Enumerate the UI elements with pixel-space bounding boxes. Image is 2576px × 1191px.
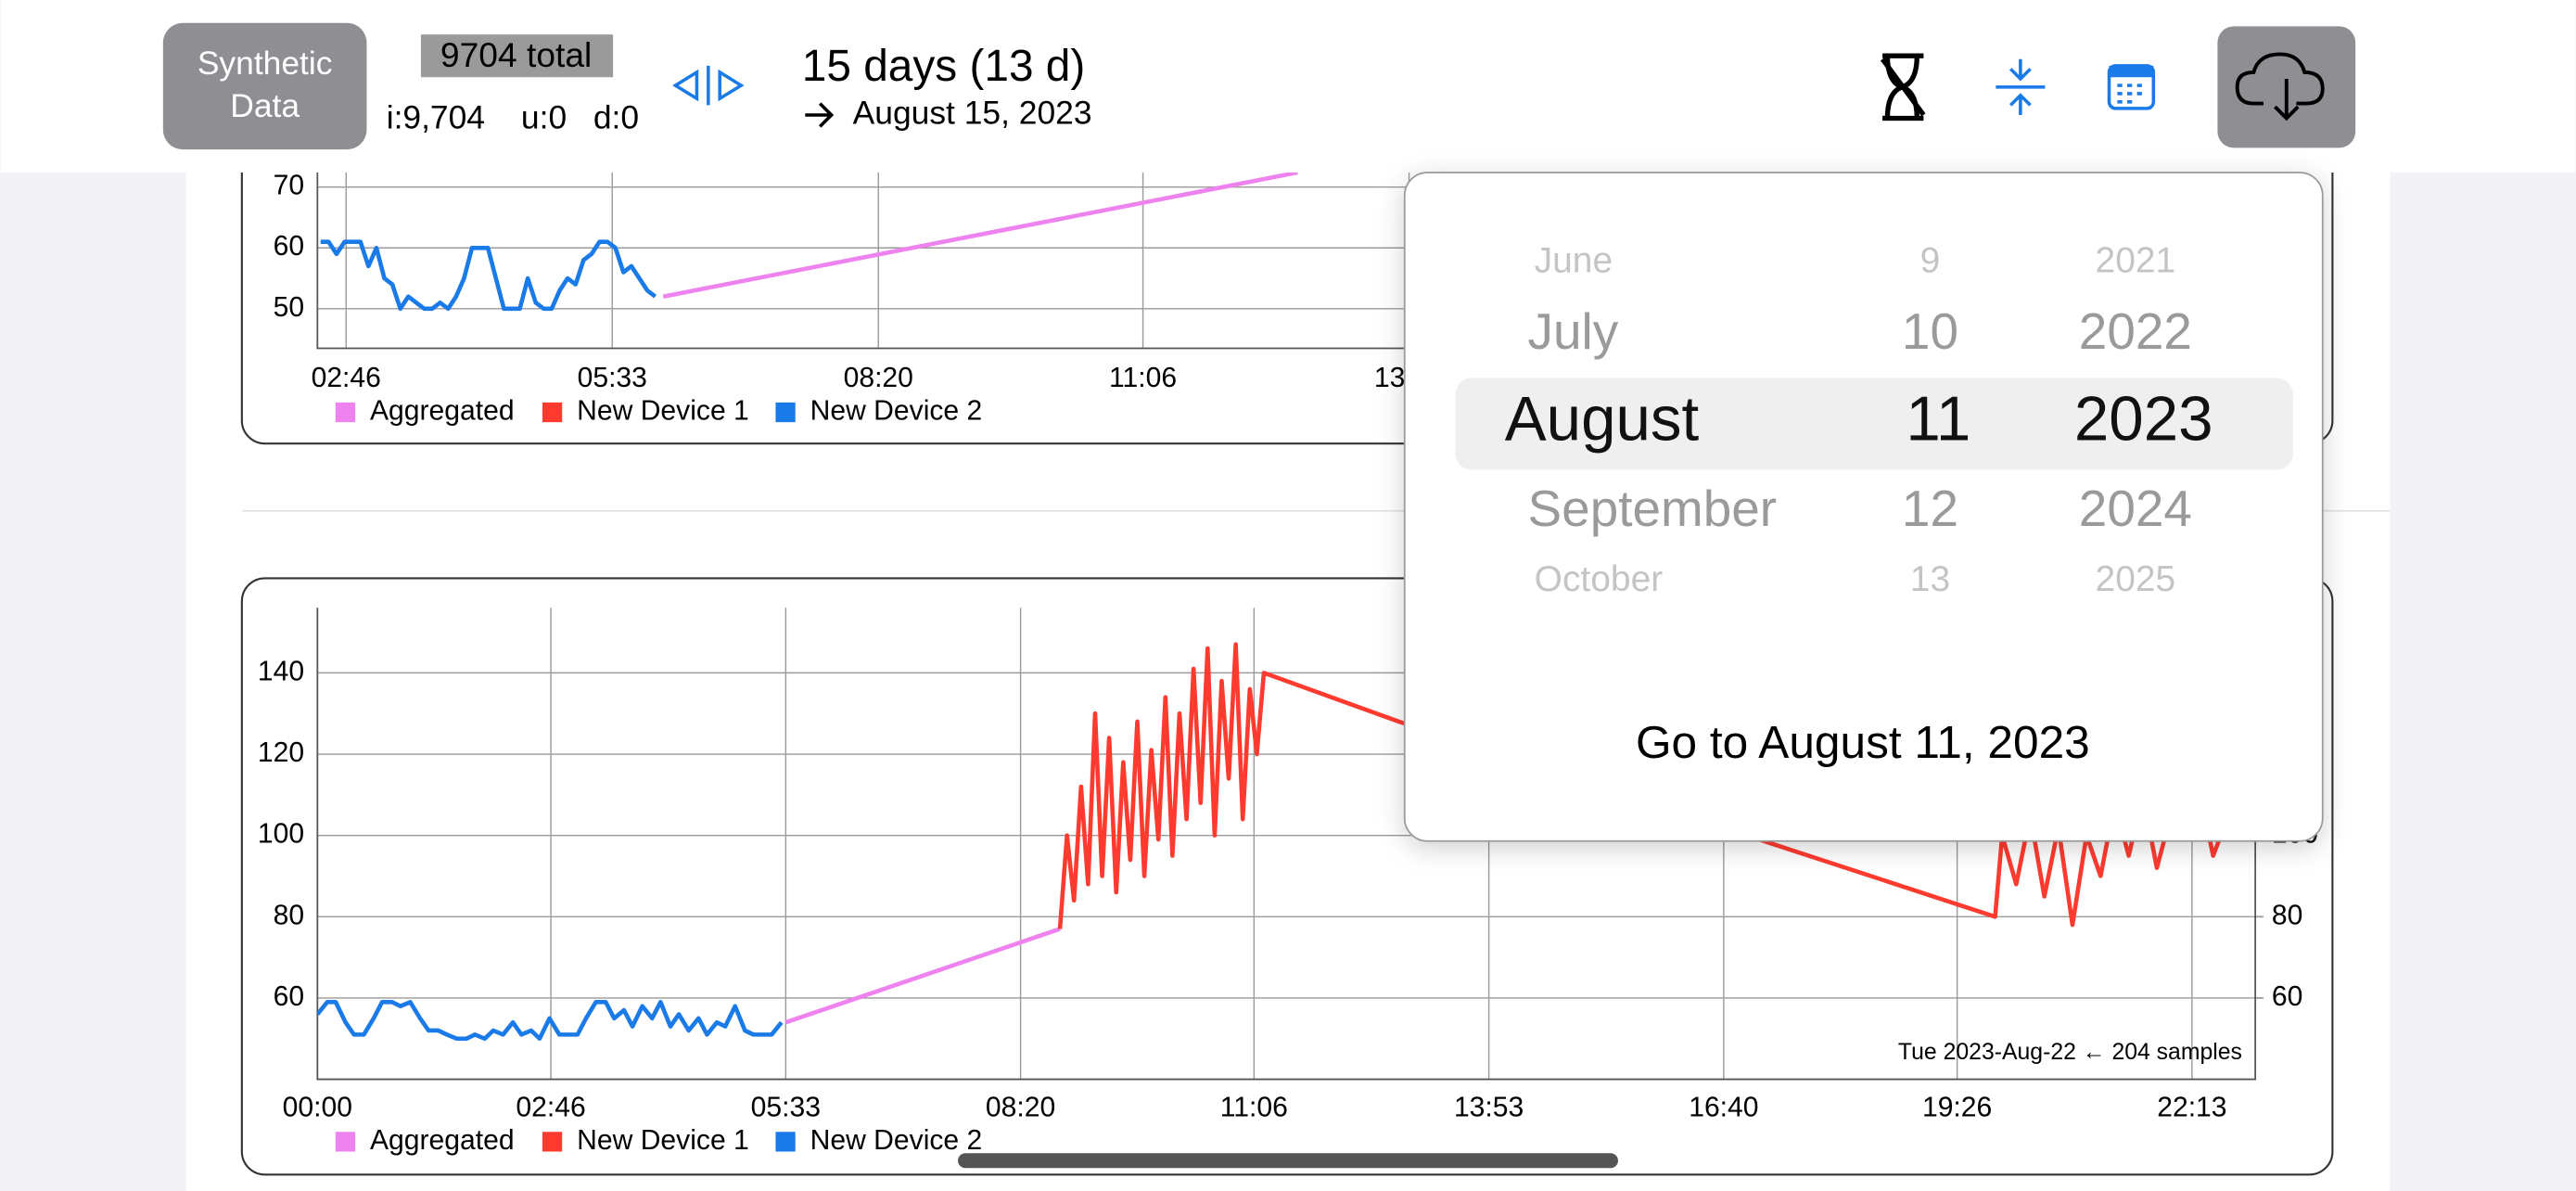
- total: 9704 total: [440, 35, 592, 74]
- legend-label: New Device 2: [810, 395, 983, 426]
- picker-item: 13: [1910, 559, 1950, 599]
- series-lines: [320, 172, 1298, 312]
- legend-swatch: [335, 402, 356, 423]
- x-tick-label: 13:53: [1454, 1092, 1524, 1122]
- x-tick-label: 08:20: [844, 363, 913, 393]
- go-to-button[interactable]: Go to August 11, 2023: [1636, 716, 2090, 768]
- series-line: [320, 239, 657, 312]
- arrow-icon: [805, 102, 835, 128]
- date-picker: June July August September October 9 10 11 12 13 2…: [1403, 172, 2324, 842]
- legend-label: New Device 1: [577, 395, 749, 426]
- picker-item: 2023: [2074, 385, 2213, 455]
- x-tick-label: 19:26: [1922, 1092, 1992, 1122]
- series-line: [784, 927, 1061, 1025]
- x-tick-label: 02:46: [312, 363, 381, 393]
- count: i:9,704: [387, 99, 485, 136]
- cloud-icon: [2235, 52, 2325, 122]
- picker-item: October: [1535, 559, 1664, 599]
- legend-label: Aggregated: [370, 1125, 515, 1156]
- hourglass-icon[interactable]: [1880, 53, 1926, 122]
- picker-selection: [1455, 378, 2293, 470]
- toolbar: Synthetic Data 9704 total i:9,704 u:0 d:…: [162, 22, 2356, 150]
- y-tick-label: 100: [258, 819, 304, 850]
- legend-swatch: [335, 1132, 356, 1152]
- picker-item: 9: [1920, 241, 1941, 281]
- series-line: [317, 1000, 784, 1042]
- split-icon[interactable]: [672, 65, 745, 106]
- y-tick-label: 70: [274, 171, 304, 201]
- y-tick-label: 60: [274, 981, 304, 1012]
- axis-line: [316, 608, 2257, 1081]
- picker-item: September: [1528, 480, 1778, 537]
- y-tick-label: 60: [274, 231, 304, 262]
- count: d:0: [593, 99, 639, 136]
- x-tick-label: 16:40: [1689, 1092, 1758, 1122]
- picker-item: June: [1535, 241, 1613, 281]
- picker-item: July: [1528, 302, 1619, 360]
- x-tick-label: 11:06: [1109, 363, 1177, 393]
- series-line: [662, 172, 1298, 299]
- button-label: Synthetic: [198, 45, 333, 82]
- x-tick-label: 05:33: [578, 363, 647, 393]
- scrollbar: [958, 1153, 1618, 1169]
- picker-item: 2021: [2096, 241, 2176, 281]
- picker-item: 2022: [2079, 302, 2192, 360]
- chart-cards: [240, 0, 2391, 1176]
- legend-swatch: [542, 402, 563, 423]
- picker-item: 2025: [2096, 559, 2176, 599]
- y-tick-label: 80: [274, 900, 304, 930]
- y-tick-label: 140: [258, 656, 304, 686]
- chart-card: [240, 577, 2334, 1176]
- picker-item: 10: [1902, 302, 1958, 360]
- source-button[interactable]: [162, 22, 367, 150]
- x-tick-label: 00:00: [283, 1092, 352, 1122]
- end-date: August 15, 2023: [853, 94, 1092, 131]
- legend-label: New Device 1: [577, 1125, 749, 1156]
- annotation: Tue 2023-Aug-22 ← 204 samples: [1898, 1040, 2242, 1065]
- calendar-icon[interactable]: [2107, 64, 2156, 110]
- toolbar-bg: [0, 0, 2576, 173]
- button-label: Data: [230, 87, 300, 124]
- y-tick-label: 120: [258, 737, 304, 768]
- legend-label: Aggregated: [370, 395, 515, 426]
- count: u:0: [521, 99, 567, 136]
- picker-panel: [1403, 172, 2324, 842]
- y2-tick-label: 80: [2272, 900, 2302, 930]
- legend-label: New Device 2: [810, 1125, 983, 1156]
- y2-tick-label: 60: [2272, 981, 2302, 1012]
- x-tick-label: 22:13: [2157, 1092, 2226, 1122]
- legend-swatch: [775, 402, 796, 423]
- picker-item: 2024: [2079, 480, 2192, 537]
- chart-card: [240, 0, 2334, 445]
- x-tick-label: 11:06: [1220, 1092, 1288, 1122]
- legend-swatch: [775, 1132, 796, 1152]
- picker-item: August: [1505, 385, 1700, 455]
- x-tick-label: 08:20: [986, 1092, 1055, 1122]
- compress-icon[interactable]: [1996, 58, 2046, 115]
- range: 15 days (13 d): [802, 42, 1086, 91]
- x-tick-label: 05:33: [751, 1092, 821, 1122]
- total-highlight: [420, 34, 614, 78]
- picker-wheels[interactable]: June July August September October 9 10 11 12 13 2…: [1505, 241, 2213, 600]
- y-tick-label: 50: [274, 292, 304, 323]
- picker-item: 11: [1906, 385, 1970, 455]
- legend-swatch: [542, 1132, 563, 1152]
- x-tick-label: 02:46: [516, 1092, 585, 1122]
- picker-item: 12: [1902, 480, 1958, 537]
